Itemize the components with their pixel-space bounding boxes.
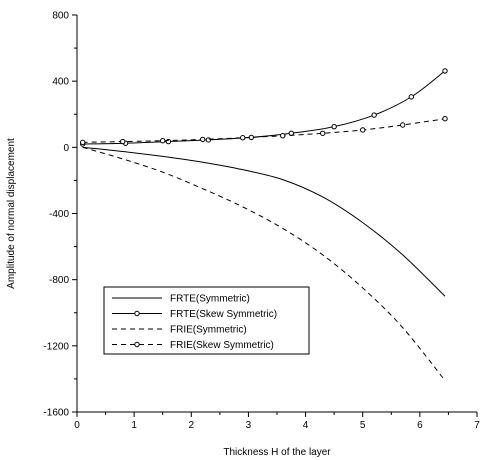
data-point (240, 135, 246, 141)
y-tick-label: -400 (49, 209, 69, 220)
legend-item: FRTE(Symmetric) (112, 294, 250, 305)
data-point (160, 138, 166, 144)
data-point (80, 139, 86, 146)
series-3 (82, 146, 446, 381)
y-tick-label: 800 (52, 11, 69, 22)
legend-label: FRTE(Symmetric) (170, 294, 250, 305)
data-point (280, 133, 286, 139)
legend-label: FRTE(Skew Symmetric) (170, 309, 277, 320)
data-point (320, 130, 326, 136)
data-point (408, 94, 414, 100)
y-tick-label: -1600 (43, 408, 69, 419)
legend-marker (134, 341, 140, 348)
series-line (82, 146, 446, 381)
legend: FRTE(Symmetric) FRTE(Skew Symmetric) FRIE(… (103, 286, 310, 355)
legend-item: FRTE(Skew Symmetric) (112, 309, 277, 320)
y-tick-label: -1200 (43, 341, 69, 352)
series-2 (80, 68, 448, 147)
series-1 (82, 146, 446, 297)
data-point (200, 136, 206, 143)
data-point (165, 138, 172, 145)
x-tick-label: 3 (246, 420, 252, 431)
x-tick-label: 6 (417, 420, 423, 431)
legend-label: FRIE(Symmetric) (170, 325, 247, 336)
x-tick-label: 0 (74, 420, 80, 431)
data-point (205, 137, 212, 143)
x-tick-label: 2 (189, 420, 195, 431)
x-tick-label: 7 (474, 420, 480, 431)
axes: 0 1 2 3 4 5 6 7 800 400 0 -400 -800 -1200 -1600 (43, 11, 480, 432)
legend-item: FRIE(Symmetric) (112, 325, 247, 336)
series-4 (80, 116, 448, 146)
y-tick-label: 0 (63, 143, 69, 154)
series-layer (80, 68, 448, 381)
data-point (442, 116, 448, 122)
x-axis-label: Thickness H of the layer (223, 447, 331, 458)
x-tick-label: 5 (360, 420, 366, 431)
legend-label: FRIE(Skew Symmetric) (170, 340, 274, 351)
series-line (82, 118, 446, 143)
data-point (360, 127, 366, 133)
data-point (331, 123, 337, 130)
y-tick-label: 400 (52, 77, 69, 88)
data-point (371, 112, 377, 118)
x-tick-label: 4 (303, 420, 309, 431)
series-line (82, 146, 446, 297)
data-point (442, 68, 448, 74)
y-axis-label: Amplitude of normal displacement (6, 138, 17, 289)
y-tick-label: -800 (49, 275, 69, 286)
data-point (248, 134, 254, 141)
legend-item: FRIE(Skew Symmetric) (112, 340, 274, 351)
series-line (82, 70, 446, 145)
legend-marker (134, 310, 140, 317)
data-point (120, 138, 126, 145)
data-point (400, 122, 406, 128)
x-tick-label: 1 (131, 420, 137, 431)
